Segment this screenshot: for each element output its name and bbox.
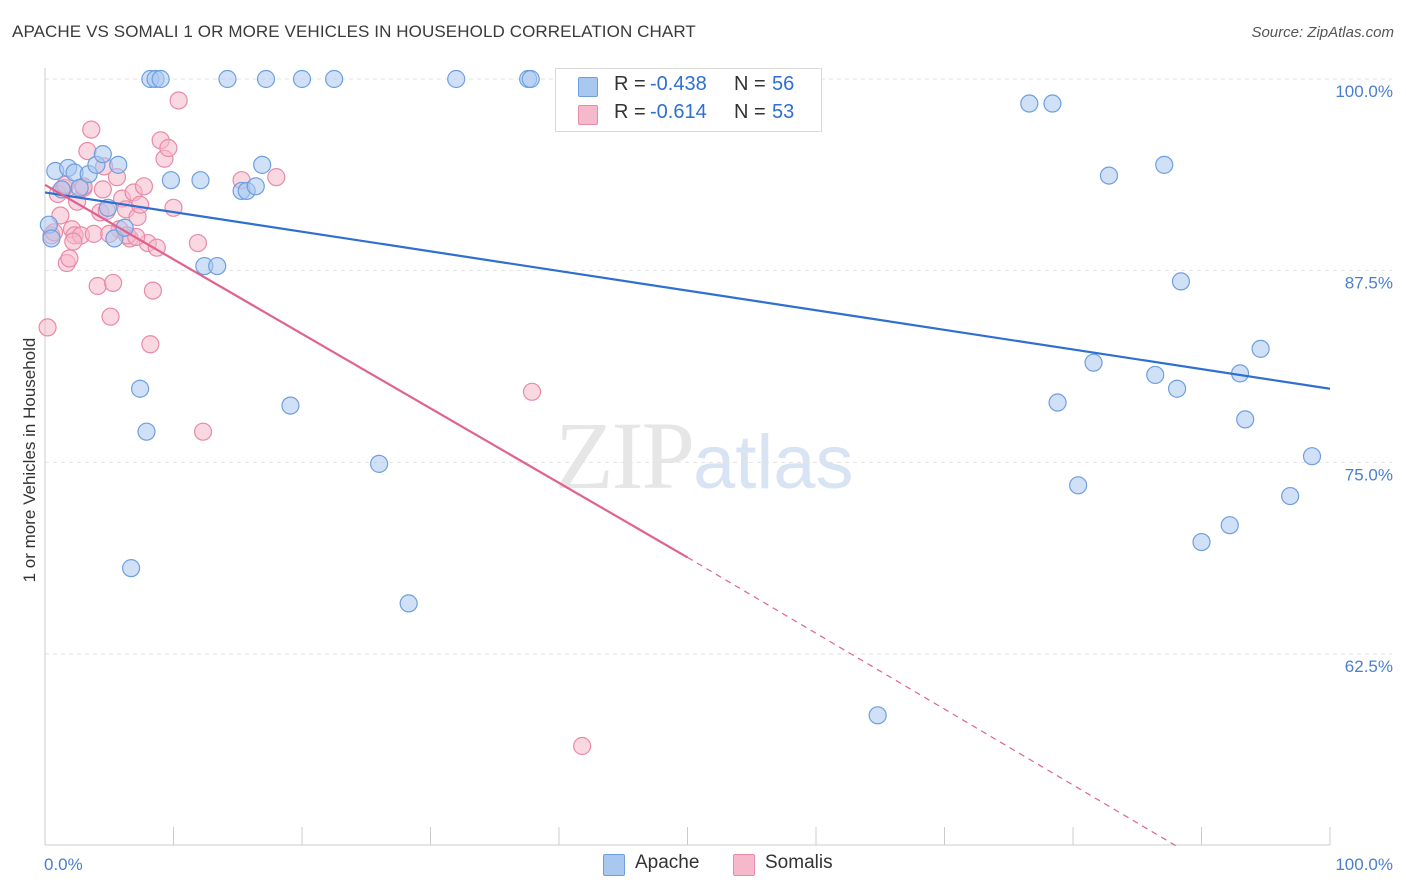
- apache-point: [246, 177, 265, 196]
- apache-swatch: [578, 77, 598, 97]
- apache-point: [325, 69, 344, 89]
- somalis-r-label: R =: [614, 101, 646, 123]
- somalis-swatch: [578, 105, 598, 125]
- apache-point: [151, 69, 170, 89]
- apache-point: [281, 396, 300, 415]
- somalis-point: [104, 273, 123, 293]
- apache-point: [1236, 410, 1255, 429]
- apache-point: [1281, 486, 1300, 506]
- apache-point: [521, 69, 540, 89]
- x-tick-label: 100.0%: [1335, 855, 1393, 874]
- apache-point: [1099, 166, 1119, 185]
- apache-r-label: R =: [614, 73, 646, 95]
- somalis-point: [134, 177, 154, 196]
- apache-point: [1146, 365, 1165, 385]
- y-tick-label: 87.5%: [1345, 274, 1393, 293]
- apache-point: [1043, 94, 1062, 113]
- chart-title: APACHE VS SOMALI 1 OR MORE VEHICLES IN H…: [12, 22, 696, 41]
- apache-point: [115, 218, 134, 237]
- apache-point: [121, 559, 141, 578]
- somalis-point: [101, 307, 120, 326]
- somalis-point: [130, 195, 150, 214]
- apache-point: [253, 155, 272, 174]
- apache-point: [1084, 353, 1103, 372]
- apache-n-label: N =: [734, 73, 766, 95]
- somalis-trend-extension: [687, 556, 1177, 847]
- somalis-point: [169, 91, 188, 110]
- somalis-n-label: N =: [734, 101, 766, 123]
- apache-point: [1048, 393, 1067, 412]
- apache-point: [292, 69, 312, 89]
- somalis-point: [141, 335, 160, 354]
- trend-lines: [44, 183, 1331, 847]
- apache-point: [70, 178, 89, 197]
- somalis-point: [267, 168, 286, 187]
- somalis-point: [64, 232, 83, 251]
- apache-point: [1171, 272, 1191, 291]
- apache-point: [256, 69, 276, 89]
- apache-points: [39, 69, 1322, 725]
- watermark: ZIPatlas: [555, 400, 854, 511]
- watermark-zip: ZIP: [555, 402, 695, 509]
- apache-point: [1251, 339, 1270, 358]
- somalis-point: [143, 281, 163, 300]
- apache-trend-line: [44, 191, 1331, 390]
- apache-r-value: -0.438: [650, 73, 707, 95]
- apache-point: [1220, 516, 1239, 535]
- somalis-trend-line: [44, 183, 689, 559]
- somalis-point: [84, 224, 103, 243]
- apache-point: [130, 379, 150, 398]
- y-tick-label: 100.0%: [1335, 82, 1393, 101]
- apache-legend-swatch: [603, 854, 625, 876]
- somalis-point: [93, 180, 112, 199]
- somalis-legend-label: Somalis: [765, 852, 833, 873]
- stats-legend: R = -0.438 N = 56 R = -0.614 N = 53: [555, 68, 822, 132]
- somalis-point: [522, 382, 542, 401]
- somalis-point: [60, 249, 79, 268]
- apache-point: [1167, 379, 1187, 398]
- somalis-point: [188, 233, 208, 253]
- apache-point: [1069, 476, 1088, 495]
- y-tick-label: 75.0%: [1345, 465, 1393, 484]
- apache-point: [137, 422, 156, 441]
- apache-point: [93, 145, 112, 164]
- apache-point: [1302, 447, 1322, 466]
- series-legend: Apache Somalis: [0, 852, 1406, 878]
- apache-point: [1020, 94, 1039, 113]
- axes: [44, 68, 1331, 846]
- somalis-n-value: 53: [772, 101, 795, 123]
- somalis-point: [159, 138, 178, 158]
- apache-point: [208, 256, 227, 276]
- apache-point: [399, 594, 418, 613]
- somalis-point: [38, 318, 57, 337]
- tick-labels: 62.5% 75.0% 87.5% 100.0% 0.0% 100.0%: [44, 82, 1393, 874]
- apache-point: [1155, 155, 1174, 174]
- apache-legend-label: Apache: [635, 852, 700, 873]
- somalis-point: [82, 120, 101, 139]
- apache-point: [370, 454, 389, 473]
- somalis-points: [38, 91, 592, 756]
- y-tick-label: 62.5%: [1345, 657, 1393, 676]
- apache-point: [109, 155, 128, 174]
- apache-point: [218, 69, 237, 89]
- y-axis-label: 1 or more Vehicles in Household: [20, 337, 39, 583]
- somalis-r-value: -0.614: [650, 101, 707, 123]
- apache-point: [447, 69, 466, 89]
- apache-point: [868, 706, 887, 725]
- apache-point: [161, 171, 181, 190]
- somalis-point: [88, 276, 107, 296]
- apache-point: [42, 229, 61, 248]
- apache-point: [191, 171, 210, 190]
- somalis-legend-swatch: [733, 854, 755, 876]
- apache-point: [1192, 532, 1211, 552]
- somalis-point: [573, 736, 592, 756]
- source-credit: Source: ZipAtlas.com: [1251, 24, 1394, 41]
- somalis-point: [193, 422, 213, 441]
- x-tick-label: 0.0%: [44, 855, 83, 874]
- apache-n-value: 56: [772, 73, 795, 95]
